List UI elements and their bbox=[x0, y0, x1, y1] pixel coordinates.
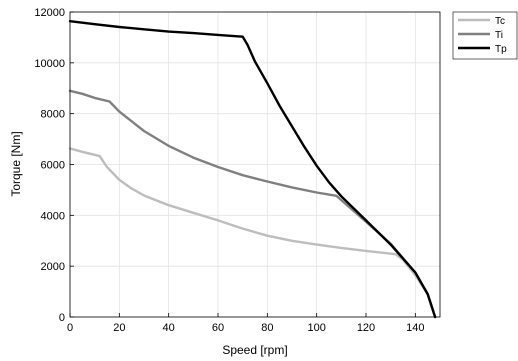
x-tick-label: 80 bbox=[261, 322, 273, 334]
y-tick-label: 2000 bbox=[41, 261, 65, 273]
y-tick-label: 10000 bbox=[34, 58, 65, 70]
legend-label-tp: Tp bbox=[495, 44, 507, 55]
x-tick-label: 0 bbox=[67, 322, 73, 334]
axis-ticks: 0 20 40 60 80 100 120 140 0 2000 4000 6000 8000 10000… bbox=[34, 7, 424, 334]
x-tick-label: 60 bbox=[212, 322, 224, 334]
x-tick-label: 20 bbox=[113, 322, 125, 334]
y-axis-label: Torque [Nm] bbox=[9, 131, 23, 196]
legend: Tc Ti Tp bbox=[452, 11, 518, 60]
legend-label-tc: Tc bbox=[495, 16, 505, 27]
series-line-tp bbox=[68, 20, 437, 319]
x-tick-label: 120 bbox=[357, 322, 375, 334]
x-tick-label: 40 bbox=[163, 322, 175, 334]
series-lines bbox=[68, 20, 437, 319]
series-line-tc bbox=[68, 147, 437, 319]
y-tick-label: 4000 bbox=[41, 210, 65, 222]
y-tick-label: 12000 bbox=[34, 7, 65, 19]
y-tick-label: 0 bbox=[59, 312, 65, 324]
y-tick-label: 8000 bbox=[41, 109, 65, 121]
x-tick-label: 100 bbox=[307, 322, 325, 334]
y-tick-label: 6000 bbox=[41, 160, 65, 172]
legend-label-ti: Ti bbox=[495, 30, 503, 41]
x-axis-label: Speed [rpm] bbox=[222, 343, 287, 357]
x-tick-label: 140 bbox=[406, 322, 424, 334]
